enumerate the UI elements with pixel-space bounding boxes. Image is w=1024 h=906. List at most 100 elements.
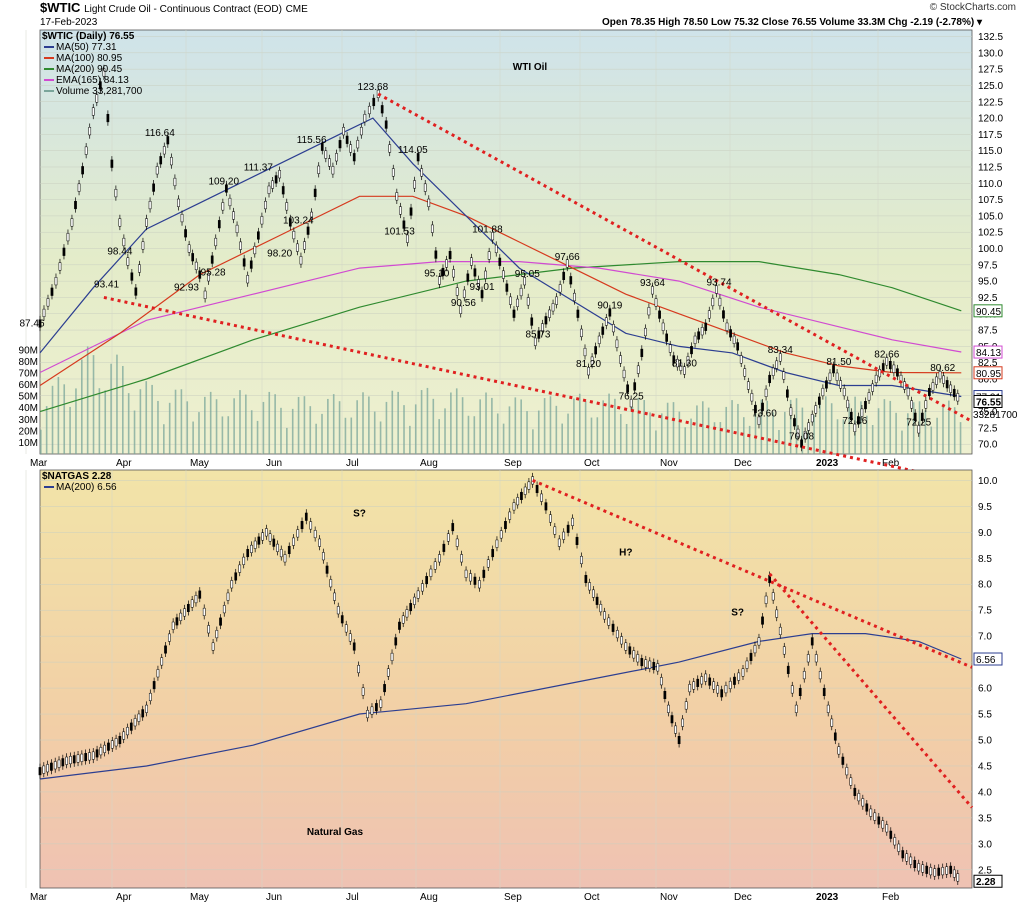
price-candle — [530, 317, 534, 326]
price-candle — [728, 680, 732, 689]
panel-title: WTI Oil — [513, 62, 548, 73]
price-candle — [416, 153, 420, 162]
price-candle — [665, 333, 669, 342]
description: Light Crude Oil - Continuous Contract (E… — [84, 4, 282, 15]
price-candle — [622, 369, 626, 379]
price-candle — [806, 654, 810, 663]
price-candle — [242, 556, 246, 565]
volume-bar — [590, 417, 593, 454]
price-candle — [832, 365, 835, 374]
price-candle — [663, 690, 667, 700]
price-candle — [313, 188, 317, 197]
volume-bar — [871, 425, 874, 454]
price-candle — [228, 197, 232, 207]
price-candle — [700, 676, 704, 685]
volume-bar — [133, 410, 136, 454]
y-tick-label: 122.5 — [978, 97, 1003, 108]
volume-bar — [86, 346, 89, 454]
price-candle — [288, 218, 292, 227]
price-candle — [814, 654, 818, 663]
y-tick-label: 70.0 — [978, 440, 998, 451]
price-candle — [433, 561, 437, 570]
price-candle — [445, 259, 448, 268]
x-tick-label: May — [190, 892, 209, 903]
price-candle — [331, 166, 335, 175]
price-candle — [921, 864, 925, 873]
price-candle — [148, 692, 152, 702]
y-tick-label: 80.0 — [978, 374, 998, 385]
price-candle — [594, 346, 597, 355]
price-candle — [137, 713, 141, 722]
x-tick-label: Aug — [420, 892, 438, 903]
price-candle — [162, 146, 166, 155]
price-candle — [425, 576, 428, 585]
volume-bar — [467, 415, 470, 454]
y-tick-label: 72.5 — [978, 423, 998, 434]
y-tick-label: 110.0 — [978, 179, 1003, 190]
y-tick-label: 125.0 — [978, 81, 1003, 92]
price-candle — [272, 538, 276, 547]
price-candle — [949, 384, 953, 393]
price-candle — [464, 569, 468, 578]
price-candle — [818, 671, 822, 680]
volume-bar — [672, 402, 675, 454]
price-candle — [632, 650, 636, 659]
y-tick-label: 3.5 — [978, 813, 992, 824]
price-candle — [942, 375, 945, 384]
last-value-badge-label: 80.95 — [976, 369, 1001, 380]
price-candle — [686, 356, 690, 365]
price-candle — [896, 368, 899, 377]
price-candle — [822, 687, 826, 696]
price-candle — [296, 243, 299, 252]
price-candle — [937, 867, 941, 876]
volume-bar — [432, 398, 435, 454]
x-tick-label: Jun — [266, 892, 282, 903]
volume-bar — [660, 413, 663, 454]
price-candle — [544, 502, 548, 511]
price-candle — [379, 699, 383, 708]
volume-bar — [151, 384, 153, 454]
x-tick-label: 2023 — [816, 892, 839, 903]
price-candle — [533, 337, 537, 346]
volume-bar — [602, 400, 604, 454]
price-candle — [344, 624, 348, 633]
volume-bar — [795, 398, 798, 454]
price-candle — [612, 324, 615, 333]
volume-bar — [69, 406, 71, 454]
point-annotation: 101.88 — [472, 224, 503, 235]
volume-bar — [297, 396, 300, 454]
point-annotation: 109.20 — [208, 177, 239, 188]
price-candle — [499, 530, 503, 539]
volume-bar — [174, 389, 177, 454]
price-candle — [640, 658, 644, 667]
price-candle — [786, 389, 789, 398]
price-candle — [352, 642, 356, 651]
price-candle — [340, 615, 344, 624]
price-candle — [718, 297, 722, 307]
volume-bar — [455, 388, 458, 454]
volume-bar — [877, 408, 880, 454]
volume-bar — [502, 423, 505, 454]
x-tick-label: Mar — [30, 458, 48, 469]
price-candle — [460, 554, 463, 563]
price-candle — [771, 367, 775, 376]
price-candle — [246, 275, 250, 284]
price-candle — [320, 142, 324, 151]
price-candle — [477, 279, 480, 288]
price-candle — [945, 866, 949, 875]
point-annotation: 93.01 — [470, 282, 495, 293]
point-annotation: 115.56 — [297, 135, 327, 146]
price-candle — [114, 738, 118, 747]
price-candle — [122, 237, 126, 247]
price-candle — [778, 353, 782, 362]
price-candle — [849, 777, 853, 786]
price-candle — [292, 537, 295, 546]
volume-bar — [81, 359, 83, 454]
price-candle — [878, 369, 882, 378]
price-candle — [267, 185, 271, 194]
volume-bar — [760, 399, 763, 454]
ma50-line — [39, 117, 962, 398]
volume-bar — [479, 399, 481, 454]
price-candle — [551, 303, 555, 312]
volume-bar — [819, 400, 821, 454]
